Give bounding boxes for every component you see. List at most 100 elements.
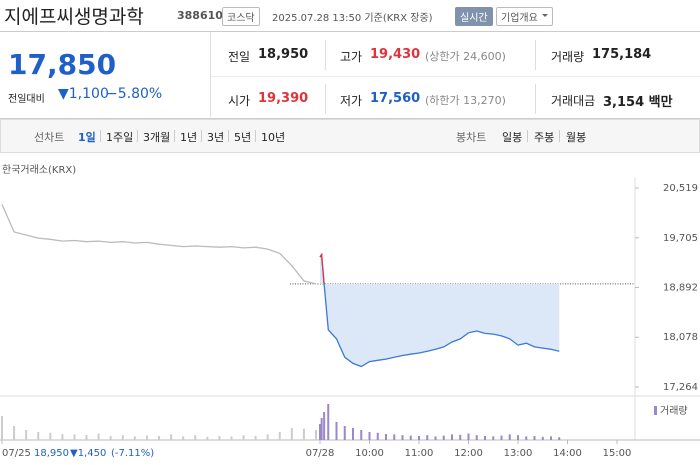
overview-button[interactable]: 기업개요 — [496, 7, 553, 26]
volume-bar — [385, 434, 387, 440]
period-tab[interactable]: 5년 — [234, 131, 252, 144]
volume-bar — [61, 434, 64, 440]
y-tick-label: 18,892 — [663, 282, 698, 293]
tab-separator — [100, 130, 101, 142]
volume-bar — [550, 436, 552, 440]
stat-value: 19,430 — [370, 47, 421, 62]
volume-bar — [360, 430, 363, 440]
overview-label: 기업개요 — [501, 13, 538, 24]
stat-value: 3,154 백만 — [603, 95, 673, 110]
volume-bar — [525, 436, 528, 440]
volume-bar — [109, 436, 112, 440]
divider — [535, 84, 536, 114]
change: ▼1,100 — [58, 86, 109, 102]
volume-legend: 거래량 — [660, 405, 688, 417]
candle-tab[interactable]: 월봉 — [566, 131, 587, 144]
prev-rate-summary: (-7.11%) — [111, 448, 154, 459]
volume-bar — [145, 435, 148, 440]
volume-bar — [467, 433, 470, 440]
volume-bar — [242, 435, 245, 440]
volume-bar — [85, 435, 88, 440]
prev-change-summary: ▼1,450 — [70, 448, 106, 459]
y-tick-label: 19,705 — [663, 233, 698, 244]
volume-bar — [49, 432, 52, 440]
divider — [210, 32, 211, 117]
volume-bar — [254, 436, 257, 440]
area-fill — [320, 254, 560, 367]
volume-bar — [393, 434, 396, 440]
period-tab[interactable]: 1일 — [78, 131, 96, 144]
volume-bar — [194, 435, 197, 440]
dropdown-arrow — [541, 14, 548, 20]
volume-bar — [484, 436, 486, 440]
chart: 한국거래소(KRX) 20,519 19,705 18,892 18,078 17,26… — [0, 164, 700, 459]
volume-bar — [13, 426, 16, 440]
volume-bar — [376, 432, 379, 440]
volume-bar — [319, 424, 321, 440]
volume-bar — [418, 436, 420, 440]
candle-tab[interactable]: 일봉 — [502, 131, 523, 144]
change-rate: −5.80% — [106, 86, 163, 102]
tab-separator — [174, 130, 175, 142]
divider — [325, 84, 326, 114]
volume-bar — [409, 435, 412, 440]
volume-bar — [290, 428, 293, 440]
volume-bar — [368, 432, 371, 440]
volume-bar — [266, 434, 269, 440]
volume-bar — [121, 435, 124, 440]
volume-bar — [320, 418, 323, 440]
tab-separator — [527, 130, 528, 142]
x-tick-label: 14:00 — [553, 448, 582, 459]
prev-close-summary: 18,950 — [34, 448, 69, 459]
tab-separator — [255, 130, 256, 142]
source: 한국거래소(KRX) — [2, 164, 76, 176]
volume-bar — [327, 404, 330, 440]
volume-bar — [278, 432, 281, 440]
volume-bar — [426, 435, 429, 440]
x-tick-label: 10:00 — [355, 448, 384, 459]
quote-panel — [0, 31, 700, 119]
period-tab[interactable]: 3개월 — [143, 131, 171, 144]
period-tab[interactable]: 10년 — [261, 131, 286, 144]
stat-value: 175,184 — [592, 47, 652, 62]
stat-value: 19,390 — [258, 91, 309, 106]
x-tick-label: 11:00 — [405, 448, 434, 459]
y-tick-label: 18,078 — [663, 332, 698, 343]
change-label: 전일대비 — [8, 94, 45, 105]
x-tick-label: 12:00 — [454, 448, 483, 459]
volume-bar — [158, 436, 160, 440]
stat-label: 고가 — [340, 50, 363, 64]
tab-label: 봉차트 — [456, 131, 487, 144]
volume-bar — [323, 412, 326, 440]
volume-bar — [343, 426, 346, 440]
volume-bar — [73, 434, 76, 440]
x-tick-label: 15:00 — [603, 448, 632, 459]
stat-label: 저가 — [340, 94, 363, 108]
volume-bar — [170, 434, 173, 440]
volume-bar — [206, 436, 209, 440]
candle-tab[interactable]: 주봉 — [534, 131, 555, 144]
volume-bar — [442, 435, 445, 440]
period-tab[interactable]: 3년 — [207, 131, 225, 144]
stat-value: 17,560 — [370, 91, 421, 106]
price: 17,850 — [8, 48, 117, 81]
realtime-button[interactable]: 실시간 — [455, 7, 493, 26]
volume-bar — [508, 434, 511, 440]
x-tick-label: 07/25 — [2, 448, 31, 459]
stat-value: 18,950 — [258, 47, 309, 62]
volume-bar — [133, 436, 136, 440]
period-tab[interactable]: 1주일 — [106, 131, 134, 144]
volume-legend-swatch — [654, 406, 657, 415]
market-badge: 코스닥 — [222, 7, 260, 26]
period-tab[interactable]: 1년 — [180, 131, 198, 144]
price-line — [1, 204, 317, 285]
timestamp: 2025.07.28 13:50 기준(KRX 장중) — [272, 13, 433, 24]
x-tick-label: 13:00 — [504, 448, 533, 459]
stock-name: 지에프씨생명과학 — [4, 6, 144, 28]
stat-label: 거래대금 — [551, 94, 596, 108]
stat-label: 전일 — [228, 50, 251, 64]
y-tick-label: 20,519 — [663, 183, 698, 194]
volume-bar — [182, 436, 185, 440]
tab-separator — [228, 130, 229, 142]
